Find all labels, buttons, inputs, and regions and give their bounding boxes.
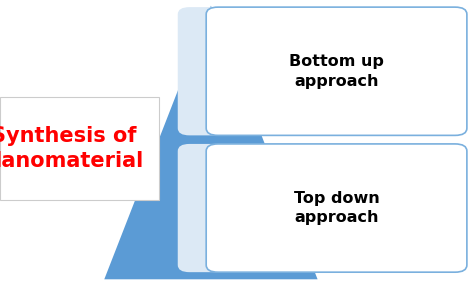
FancyBboxPatch shape: [206, 144, 467, 272]
FancyBboxPatch shape: [178, 144, 467, 272]
FancyBboxPatch shape: [178, 7, 467, 135]
Text: Bottom up
approach: Bottom up approach: [289, 54, 384, 89]
FancyBboxPatch shape: [0, 97, 159, 200]
FancyBboxPatch shape: [206, 7, 467, 135]
Text: Top down
approach: Top down approach: [294, 191, 379, 225]
Text: Synthesis of
Nanomaterial: Synthesis of Nanomaterial: [0, 126, 144, 171]
Polygon shape: [104, 6, 318, 279]
